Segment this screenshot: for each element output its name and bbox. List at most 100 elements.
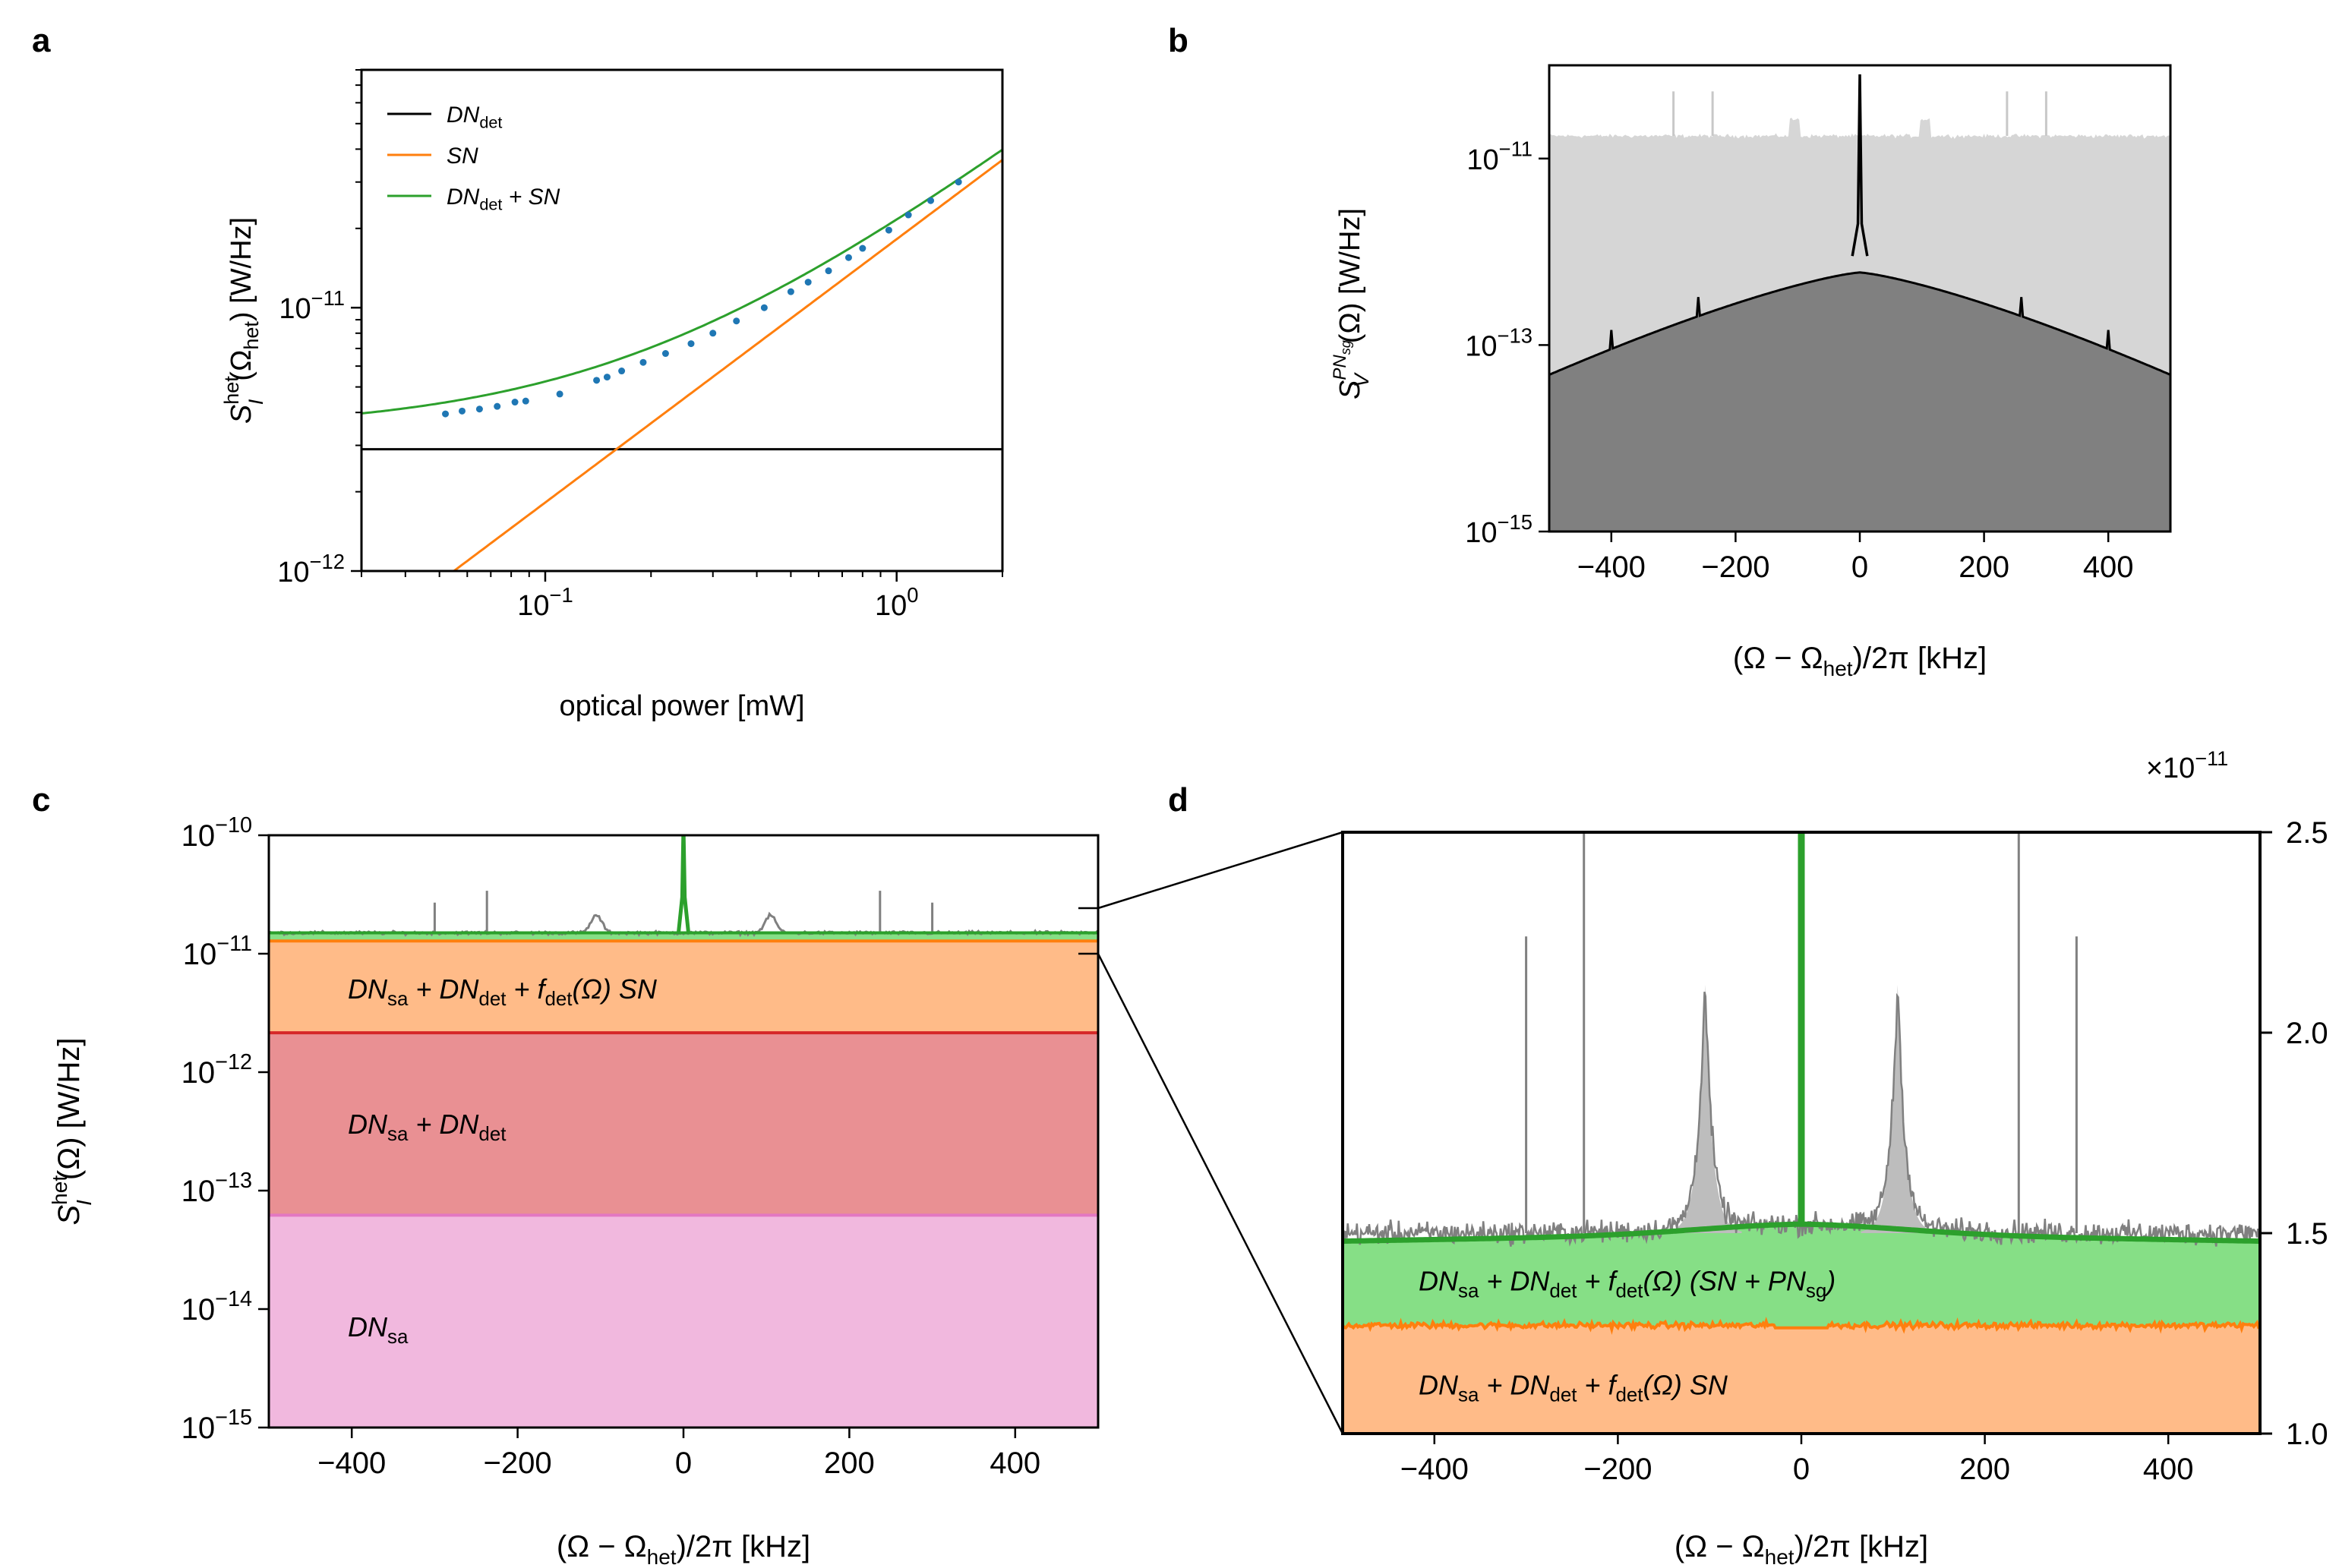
y-tick-label: 2.0 [2286,1017,2328,1050]
panel-label-d: d [1168,781,1188,819]
measurement-point [760,304,768,311]
phase-noise-line [1549,271,2170,376]
measurement-point [687,340,695,348]
y-tick-label: 1.5 [2286,1217,2328,1251]
y-tick-label: 10−11 [279,286,345,325]
y-tick-label: 10−11 [183,932,252,971]
legend-label: DNdet + SN [447,185,560,214]
annotation-pn: DNsa + DNdet + fdet(Ω) (SN + PNsg) [1419,1265,1836,1301]
measurement-point [458,407,466,415]
dn-det-plus-sn-line [361,148,1002,415]
annotation-sa: DNsa [348,1311,409,1348]
measurement-point [904,211,912,219]
x-tick-label: 400 [2083,551,2134,584]
x-tick-label: 0 [675,1447,692,1480]
y-tick-label: 10−15 [1465,510,1533,549]
x-tick-label: 200 [824,1447,875,1480]
x-tick-label: −200 [1701,551,1769,584]
x-tick-label: 10−1 [517,583,573,622]
sn-line [452,159,1002,571]
measurement-point [885,226,892,234]
panel-d-offset: ×10−11 [2146,747,2228,784]
y-tick-label: 10−11 [1466,137,1533,176]
measurement-point [618,368,626,375]
x-tick-label: −400 [1400,1453,1469,1486]
measurement-point [593,377,601,384]
x-tick-label: −200 [484,1447,552,1480]
panel-label-c: c [32,781,50,819]
pn-area [269,932,1098,942]
panel-label-a: a [32,22,51,59]
measurement-point [475,405,483,413]
y-tick-label: 10−12 [277,550,345,588]
annotation-det: DNsa + DNdet [348,1109,507,1145]
panel-b-ylabel: SPNsgV(Ω) [W/Hz] [1330,208,1373,399]
phase-noise-area [1549,272,2170,532]
x-tick-label: −400 [317,1447,386,1480]
annotation-sn: DNsa + DNdet + fdet(Ω) SN [348,973,658,1010]
dn-sa-area [269,1215,1098,1428]
measurement-point [844,254,852,261]
zoom-connector-bottom [1097,953,1344,1434]
y-tick-label: 10−14 [182,1287,252,1327]
center-spike [1851,74,1869,257]
panel-a-legend: DNdet SN DNdet + SN [387,103,560,214]
x-tick-label: 100 [875,583,919,622]
measurement-point [511,399,519,406]
legend-label: DNdet [447,103,502,132]
panel-b: 10−15 10−13 10−11 −400 −200 0 200 400 (Ω − Ωhet… [1330,64,2172,680]
peak-fill [1668,984,1742,1233]
measurement-point [603,374,611,381]
panel-a-xlabel: optical power [mW] [559,690,804,722]
pn-area [1343,1224,2260,1330]
x-tick-label: 400 [990,1447,1040,1480]
y-tick-label: 2.5 [2286,816,2328,850]
panel-c-xlabel: (Ω − Ωhet)/2π [kHz] [557,1530,810,1568]
measurement-point [859,245,866,252]
y-tick-label: 10−12 [182,1050,252,1090]
carrier-spike [676,835,691,933]
annotation-sn: DNsa + DNdet + fdet(Ω) SN [1419,1370,1728,1406]
panel-d-xlabel: (Ω − Ωhet)/2π [kHz] [1675,1530,1928,1568]
sn-area [269,941,1098,1033]
x-tick-label: 0 [1851,551,1868,584]
measurement-point [494,402,501,410]
measurement-point [442,410,450,418]
panel-a: 10−12 10−11 10−1 100 DNdet SN DNdet + SN opti… [220,68,1004,722]
panel-a-ylabel: ShetI(Ωhet) [W/Hz] [220,217,267,424]
y-tick-label: 1.0 [2286,1418,2328,1451]
x-tick-label: 400 [2143,1453,2194,1486]
x-tick-label: 200 [1959,1453,2010,1486]
measurement-point [661,350,669,358]
measurement-point [955,178,962,186]
x-tick-label: −200 [1583,1453,1652,1486]
legend-label: SN [447,144,478,169]
panel-d: 1.0 1.5 2.0 2.5 −400 −200 0 200 400 DNsa + DNdet… [1341,747,2328,1568]
panel-label-b: b [1168,22,1188,59]
y-tick-label: 10−13 [182,1169,252,1208]
peak-fill [1861,984,1935,1233]
panel-c-ylabel: ShetI(Ω) [W/Hz] [48,1037,96,1225]
panel-c: 10−10 10−11 10−12 10−13 10−14 10−15 −400 −200 0 2… [48,813,1100,1568]
y-tick-label: 10−13 [1465,323,1533,362]
panel-b-xlabel: (Ω − Ωhet)/2π [kHz] [1733,642,1987,680]
x-tick-label: 0 [1793,1453,1810,1486]
measurement-point [522,397,529,405]
y-tick-label: 10−15 [182,1406,252,1445]
x-tick-label: −400 [1577,551,1646,584]
measurement-point [927,197,935,204]
y-tick-label: 10−10 [182,813,252,853]
measurement-point [639,358,647,366]
dn-det-area [269,1033,1098,1216]
sn-line [1343,1317,2260,1336]
measurement-point [556,390,563,398]
zoom-connector-top [1097,831,1343,910]
measurement-point [733,317,740,325]
measurement-point [709,330,717,337]
sn-area [1343,1321,2260,1434]
measurement-point [787,288,794,295]
measurement-point [825,267,832,275]
measurement-point [804,279,812,286]
x-tick-label: 200 [1959,551,2009,584]
